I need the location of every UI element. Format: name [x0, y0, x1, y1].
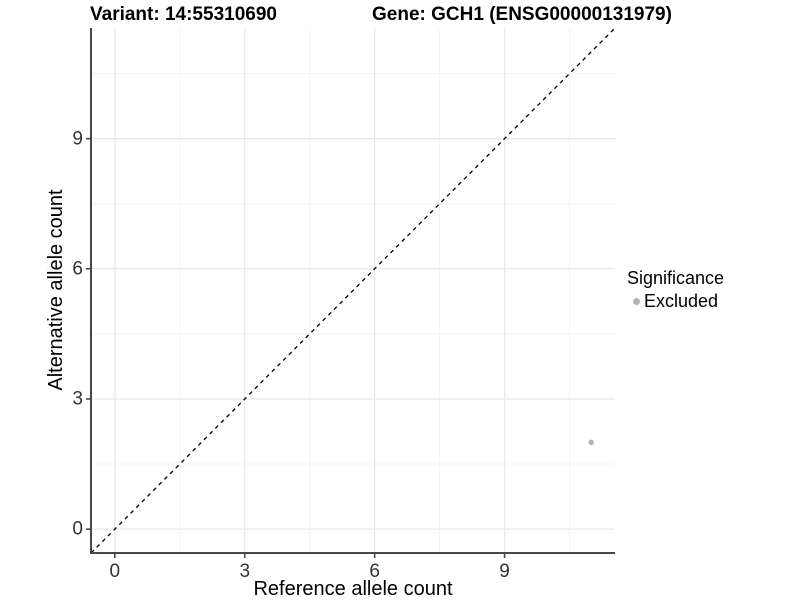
legend-title: Significance [627, 268, 725, 288]
gene-title: Gene: GCH1 (ENSG00000131979) [372, 4, 672, 25]
legend-entry: Excluded [627, 291, 724, 312]
x-tick-label: 6 [369, 561, 380, 582]
x-tick-label: 9 [499, 561, 510, 582]
legend-key-dot-icon [633, 297, 640, 305]
data-point [588, 439, 594, 446]
y-tick-label: 3 [72, 388, 83, 410]
x-axis-title: Reference allele count [253, 578, 453, 600]
legend-entries: Excluded [627, 291, 724, 312]
y-tick-label: 0 [72, 518, 83, 540]
legend: Significance Excluded [627, 268, 724, 311]
x-tick-label: 0 [109, 561, 121, 582]
legend-entry-label: Excluded [644, 290, 719, 311]
variant-title: Variant: 14:55310690 [90, 4, 277, 25]
y-axis-title: Alternative allele count [45, 189, 67, 391]
x-tick-label: 3 [239, 561, 251, 582]
identity-line [90, 27, 616, 554]
y-tick-label: 9 [72, 128, 83, 150]
y-tick-label: 6 [72, 258, 83, 280]
